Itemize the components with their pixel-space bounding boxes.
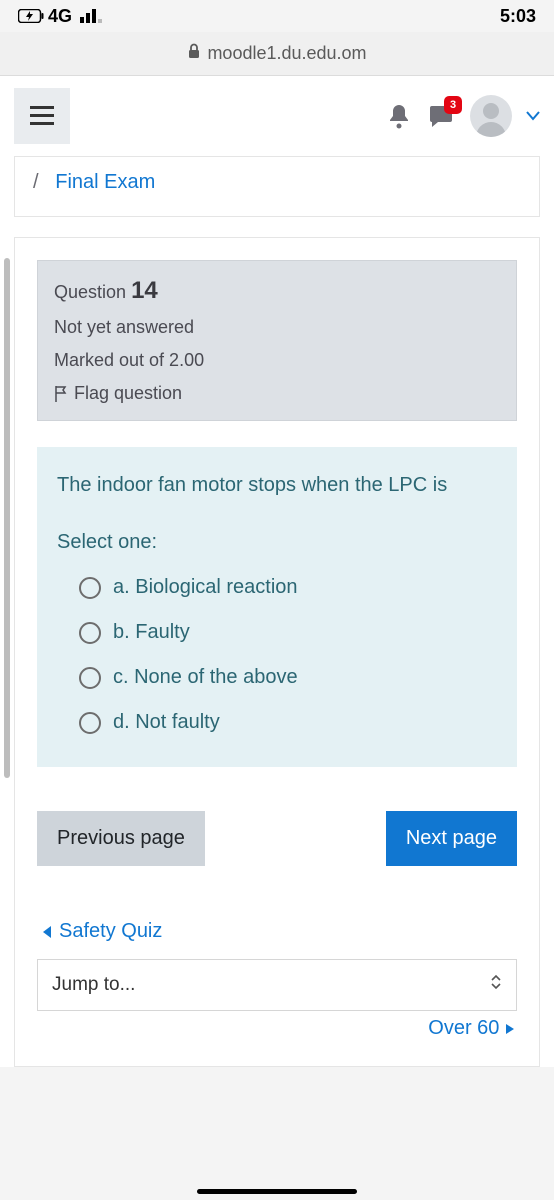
next-activity-label: Over 60 bbox=[428, 1017, 499, 1039]
battery-charging-icon bbox=[18, 9, 44, 23]
option-d[interactable]: d. Not faulty bbox=[79, 708, 497, 737]
flag-label: Flag question bbox=[74, 383, 182, 404]
prev-activity-label: Safety Quiz bbox=[59, 920, 162, 943]
option-a[interactable]: a. Biological reaction bbox=[79, 573, 497, 602]
hamburger-icon bbox=[30, 106, 54, 126]
phone-status-bar: 4G 5:03 bbox=[0, 0, 554, 32]
nav-right: 3 bbox=[386, 95, 540, 137]
question-number-row: Question 14 bbox=[54, 277, 500, 305]
question-number: 14 bbox=[131, 277, 158, 304]
jump-label: Jump to... bbox=[52, 974, 135, 996]
option-d-label: d. Not faulty bbox=[113, 708, 220, 737]
radio-icon bbox=[79, 622, 101, 644]
menu-button[interactable] bbox=[14, 88, 70, 144]
messages-button[interactable]: 3 bbox=[426, 102, 456, 130]
option-b-label: b. Faulty bbox=[113, 618, 190, 647]
breadcrumb-sep: / bbox=[33, 171, 39, 193]
question-prompt: The indoor fan motor stops when the LPC … bbox=[57, 471, 497, 500]
triangle-left-icon bbox=[41, 925, 53, 939]
option-b[interactable]: b. Faulty bbox=[79, 618, 497, 647]
breadcrumb: / Final Exam bbox=[33, 171, 521, 194]
question-info-box: Question 14 Not yet answered Marked out … bbox=[37, 260, 517, 421]
question-status: Not yet answered bbox=[54, 317, 500, 338]
bell-icon bbox=[386, 102, 412, 130]
caret-down-icon bbox=[526, 111, 540, 121]
flag-icon bbox=[54, 385, 68, 403]
question-marks: Marked out of 2.00 bbox=[54, 350, 500, 371]
question-label: Question bbox=[54, 282, 126, 302]
jump-to-select[interactable]: Jump to... bbox=[37, 959, 517, 1011]
radio-icon bbox=[79, 667, 101, 689]
next-activity-link[interactable]: Over 60 bbox=[37, 1017, 517, 1040]
radio-icon bbox=[79, 712, 101, 734]
activity-nav: Safety Quiz Jump to... Over 60 bbox=[37, 914, 517, 1040]
next-page-button[interactable]: Next page bbox=[386, 811, 517, 866]
triangle-right-icon bbox=[505, 1023, 515, 1035]
select-one-label: Select one: bbox=[57, 528, 497, 557]
question-card: Question 14 Not yet answered Marked out … bbox=[14, 237, 540, 1067]
app-top-nav: 3 bbox=[0, 76, 554, 156]
browser-address-bar[interactable]: moodle1.du.edu.om bbox=[0, 32, 554, 76]
scroll-indicator bbox=[4, 258, 10, 778]
select-caret-icon bbox=[490, 974, 502, 996]
user-avatar[interactable] bbox=[470, 95, 512, 137]
nav-buttons: Previous page Next page bbox=[37, 811, 517, 866]
notifications-button[interactable] bbox=[386, 102, 412, 130]
address-host: moodle1.du.edu.om bbox=[207, 43, 366, 64]
user-menu-caret[interactable] bbox=[526, 111, 540, 121]
messages-badge: 3 bbox=[444, 96, 462, 114]
breadcrumb-card: / Final Exam bbox=[14, 156, 540, 217]
flag-question-link[interactable]: Flag question bbox=[54, 383, 500, 404]
home-indicator[interactable] bbox=[197, 1189, 357, 1194]
lock-icon bbox=[187, 43, 201, 64]
avatar-icon bbox=[470, 95, 512, 137]
breadcrumb-link[interactable]: Final Exam bbox=[55, 171, 155, 193]
previous-page-button[interactable]: Previous page bbox=[37, 811, 205, 866]
option-c-label: c. None of the above bbox=[113, 663, 298, 692]
signal-icon bbox=[80, 9, 102, 23]
network-label: 4G bbox=[48, 6, 72, 27]
option-a-label: a. Biological reaction bbox=[113, 573, 298, 602]
radio-icon bbox=[79, 577, 101, 599]
status-time: 5:03 bbox=[500, 6, 536, 27]
status-left: 4G bbox=[18, 6, 102, 27]
question-body: The indoor fan motor stops when the LPC … bbox=[37, 447, 517, 767]
option-c[interactable]: c. None of the above bbox=[79, 663, 497, 692]
prev-activity-link[interactable]: Safety Quiz bbox=[37, 914, 517, 949]
